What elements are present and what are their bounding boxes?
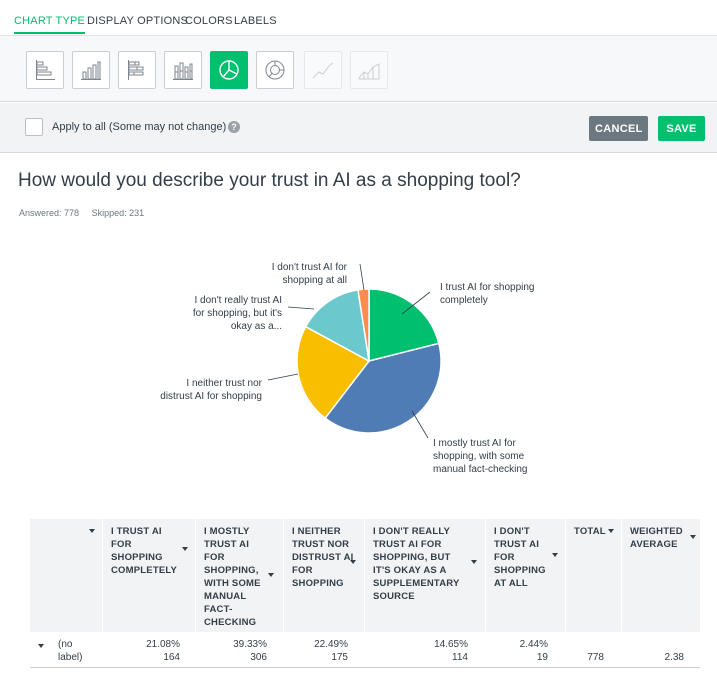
cell-total: 778 [587, 652, 604, 663]
stacked-horizontal-bar-button[interactable] [118, 51, 156, 89]
tab-colors[interactable]: COLORS [185, 15, 233, 27]
question-stats: Answered: 778 Skipped: 231 [19, 208, 154, 218]
cell-3: 22.49% 175 [314, 639, 348, 663]
header-col-5: I DON'T TRUST AI FOR SHOPPING AT ALL [485, 519, 565, 632]
sort-caret-icon[interactable] [350, 560, 356, 564]
pie-label-line: okay as a... [231, 321, 282, 332]
area-chart-button[interactable] [350, 51, 388, 89]
pie-slice-label: I trust AI for shopping completely [440, 282, 535, 306]
pie-label-line: I neither trust nor [186, 378, 262, 389]
help-icon[interactable]: ? [228, 121, 240, 133]
row-label: (no label) [58, 639, 83, 663]
pie-label-line: for shopping, but it's [193, 308, 282, 319]
pie-slice[interactable] [368, 288, 440, 362]
vertical-bar-button[interactable] [72, 51, 110, 89]
pie-label-line: I trust AI for shopping [440, 282, 535, 293]
header-col-2: I MOSTLY TRUST AI FOR SHOPPING, WITH SOM… [195, 519, 283, 632]
cancel-button[interactable]: CANCEL [589, 116, 648, 141]
stacked-vertical-bar-button[interactable] [164, 51, 202, 89]
header-col-1: I TRUST AI FOR SHOPPING COMPLETELY [102, 519, 195, 632]
pie-slice[interactable] [296, 325, 371, 420]
pie-slice-label: I neither trust nor distrust AI for shopp… [160, 378, 262, 402]
header-label-column [30, 519, 102, 632]
pie-chart-button[interactable] [210, 51, 248, 89]
line-chart-icon [312, 62, 334, 79]
sort-caret-icon[interactable] [182, 547, 188, 551]
sort-caret-icon[interactable] [552, 553, 558, 557]
apply-to-all-label: Apply to all (Some may not change) [52, 121, 227, 133]
line-chart-button[interactable] [304, 51, 342, 89]
pie-slice-label: I don't really trust AI for shopping, but… [193, 295, 282, 332]
area-chart-icon [358, 63, 380, 80]
pie-leader-line [401, 291, 431, 315]
cell-1: 21.08% 164 [146, 639, 180, 663]
pie-label-line: shopping, with some [433, 451, 525, 462]
table-row: (no label) 21.08% 164 39.33% 306 22.49% … [30, 632, 700, 668]
question-title: How would you describe your trust in AI … [18, 170, 521, 191]
table-header: I TRUST AI FOR SHOPPING COMPLETELY I MOS… [30, 519, 700, 632]
tab-display-options[interactable]: DISPLAY OPTIONS [87, 15, 189, 27]
pie-leader-line [267, 373, 299, 381]
row-expand-icon[interactable] [38, 644, 44, 648]
horizontal-bar-icon [36, 60, 55, 80]
donut-chart-icon [265, 60, 285, 80]
pie-slice-label: I mostly trust AI for shopping, with some… [433, 438, 528, 475]
tab-bar: CHART TYPE DISPLAY OPTIONS COLORS LABELS [0, 0, 717, 36]
pie-chart-icon [219, 60, 239, 80]
sort-caret-icon[interactable] [690, 535, 696, 539]
pie-leader-line [411, 410, 429, 439]
pie-label-line: completely [440, 295, 488, 306]
apply-to-all-checkbox[interactable] [25, 118, 43, 136]
stacked-vertical-bar-icon [173, 62, 193, 80]
sort-caret-icon[interactable] [471, 560, 477, 564]
horizontal-bar-button[interactable] [26, 51, 64, 89]
pie-label-line: I don't trust AI for [272, 262, 348, 273]
pie-slice-label: I don't trust AI for shopping at all [272, 262, 348, 286]
cell-5: 2.44% 19 [519, 639, 548, 663]
pie-label-line: distrust AI for shopping [160, 391, 262, 402]
chart-type-toolbar [0, 36, 717, 102]
results-table: I TRUST AI FOR SHOPPING COMPLETELY I MOS… [30, 519, 700, 668]
tab-labels[interactable]: LABELS [234, 15, 277, 27]
stacked-horizontal-bar-icon [128, 60, 144, 80]
header-weighted-average: WEIGHTED AVERAGE [621, 519, 700, 632]
pie-label-line: shopping at all [283, 275, 348, 286]
header-col-3: I NEITHER TRUST NOR DISTRUST AI FOR SHOP… [283, 519, 364, 632]
pie-label-line: I mostly trust AI for [433, 438, 516, 449]
pie-chart: I trust AI for shopping completely I mostl… [160, 262, 535, 475]
vertical-bar-icon [81, 61, 101, 80]
pie-leader-line [359, 263, 365, 291]
skipped-count: Skipped: 231 [91, 208, 145, 218]
header-total: TOTAL [565, 519, 621, 632]
apply-row: Apply to all (Some may not change) ? CAN… [0, 103, 717, 153]
pie-leader-line [287, 306, 315, 310]
pie-label-line: manual fact-checking [433, 464, 528, 475]
donut-chart-button[interactable] [256, 51, 294, 89]
pie-slice[interactable] [304, 288, 370, 363]
pie-slice[interactable] [324, 342, 442, 434]
cell-weighted-average: 2.38 [664, 652, 684, 663]
save-button[interactable]: SAVE [658, 116, 705, 141]
cell-4: 14.65% 114 [434, 639, 468, 663]
sort-caret-icon[interactable] [89, 529, 95, 533]
answered-count: Answered: 778 [19, 208, 80, 218]
tab-chart-type[interactable]: CHART TYPE [14, 15, 86, 34]
sort-caret-icon[interactable] [268, 573, 274, 577]
cell-2: 39.33% 306 [233, 639, 267, 663]
sort-caret-icon[interactable] [608, 529, 614, 533]
pie-label-line: I don't really trust AI [194, 295, 282, 306]
header-col-4: I DON'T REALLY TRUST AI FOR SHOPPING, BU… [364, 519, 485, 632]
